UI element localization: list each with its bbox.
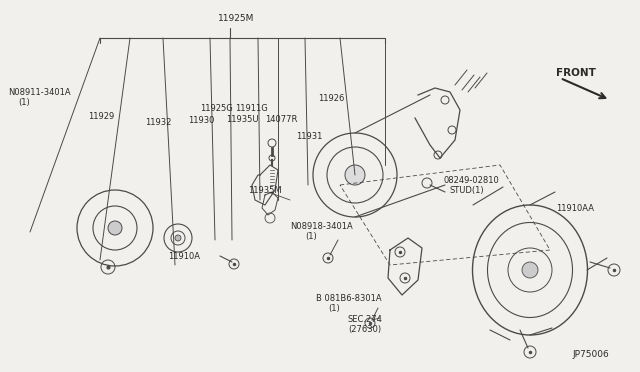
Text: 08249-02810: 08249-02810 (444, 176, 500, 185)
Text: SEC.274: SEC.274 (348, 315, 383, 324)
Text: 11911G: 11911G (235, 104, 268, 113)
Text: 11931: 11931 (296, 132, 323, 141)
Text: JP75006: JP75006 (572, 350, 609, 359)
Text: 11930: 11930 (188, 116, 214, 125)
Text: N08911-3401A: N08911-3401A (8, 88, 70, 97)
Text: 11926: 11926 (318, 94, 344, 103)
Text: 11925M: 11925M (218, 14, 254, 23)
Text: (1): (1) (328, 304, 340, 313)
Text: (1): (1) (18, 98, 29, 107)
Circle shape (345, 165, 365, 185)
Text: STUD(1): STUD(1) (450, 186, 484, 195)
Text: 14077R: 14077R (265, 115, 298, 124)
Text: (27630): (27630) (348, 325, 381, 334)
Text: 11910A: 11910A (168, 252, 200, 261)
Text: 11935M: 11935M (248, 186, 282, 195)
Text: FRONT: FRONT (556, 68, 596, 78)
Circle shape (108, 221, 122, 235)
Text: (1): (1) (305, 232, 317, 241)
Text: 11935U: 11935U (226, 115, 259, 124)
Text: B 081B6-8301A: B 081B6-8301A (316, 294, 381, 303)
Text: N08918-3401A: N08918-3401A (290, 222, 353, 231)
Text: 11910AA: 11910AA (556, 204, 594, 213)
Text: 11925G: 11925G (200, 104, 233, 113)
Circle shape (175, 235, 181, 241)
Text: 11929: 11929 (88, 112, 115, 121)
Circle shape (522, 262, 538, 278)
Text: 11932: 11932 (145, 118, 172, 127)
